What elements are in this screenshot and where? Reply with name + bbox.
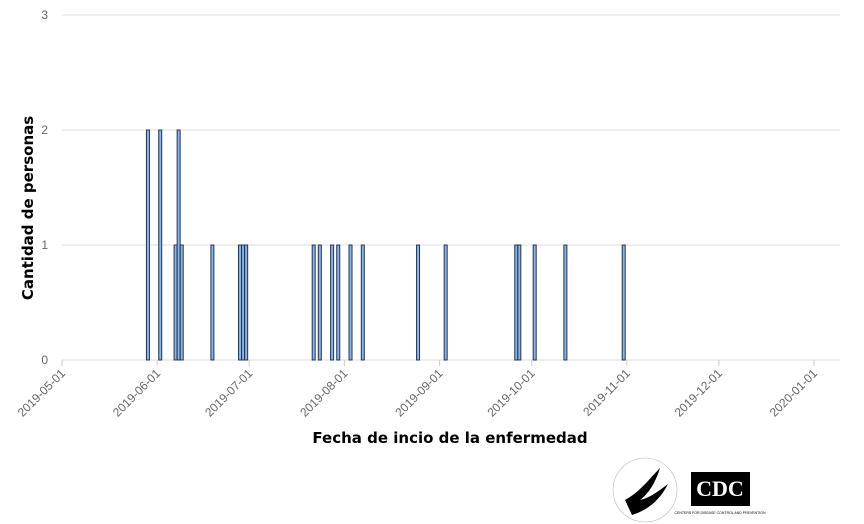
bar	[621, 244, 626, 361]
bar	[158, 129, 163, 361]
bar	[238, 244, 243, 361]
y-axis-title: Cantidad de personas	[19, 116, 37, 300]
x-tick-label: 2020-01-01	[767, 366, 821, 420]
bar	[443, 244, 448, 361]
cdc-box	[691, 472, 750, 506]
x-tick-label: 2019-10-01	[484, 366, 538, 420]
bar	[241, 244, 246, 361]
bar	[348, 244, 353, 361]
y-tick-label: 2	[41, 123, 48, 137]
bar	[563, 244, 568, 361]
x-tick-label: 2019-12-01	[672, 366, 726, 420]
x-tick-label: 2019-08-01	[297, 366, 351, 420]
bar	[416, 244, 421, 361]
cdc-logo: CDC CENTERS FOR DISEASE CONTROL AND PREV…	[674, 472, 766, 515]
bar	[173, 244, 178, 361]
bar	[330, 244, 335, 361]
cdc-text: CDC	[696, 476, 744, 501]
x-tick-label: 2019-09-01	[392, 366, 446, 420]
bar	[336, 244, 341, 361]
y-tick-label: 0	[41, 353, 48, 367]
hhs-ring	[612, 457, 678, 523]
bar	[514, 244, 519, 361]
bar	[244, 244, 249, 361]
bar	[210, 244, 215, 361]
bar	[532, 244, 537, 361]
y-tick-label: 3	[41, 8, 48, 22]
x-tick-label: 2019-07-01	[202, 366, 256, 420]
bar	[179, 244, 184, 361]
bar	[311, 244, 316, 361]
hhs-logo	[612, 457, 678, 523]
x-tick-label: 2019-06-01	[110, 366, 164, 420]
bar	[517, 244, 522, 361]
cdc-subtitle: CENTERS FOR DISEASE CONTROL AND PREVENTI…	[674, 511, 766, 515]
bar	[176, 129, 181, 361]
bar	[317, 244, 322, 361]
x-axis-title: Fecha de incio de la enfermedad	[312, 429, 587, 447]
x-tick-label: 2019-11-01	[580, 366, 633, 419]
bar	[360, 244, 365, 361]
y-tick-label: 1	[41, 238, 48, 252]
hhs-eagle	[625, 468, 668, 515]
bar	[145, 129, 150, 361]
x-tick-label: 2019-05-01	[15, 366, 69, 420]
